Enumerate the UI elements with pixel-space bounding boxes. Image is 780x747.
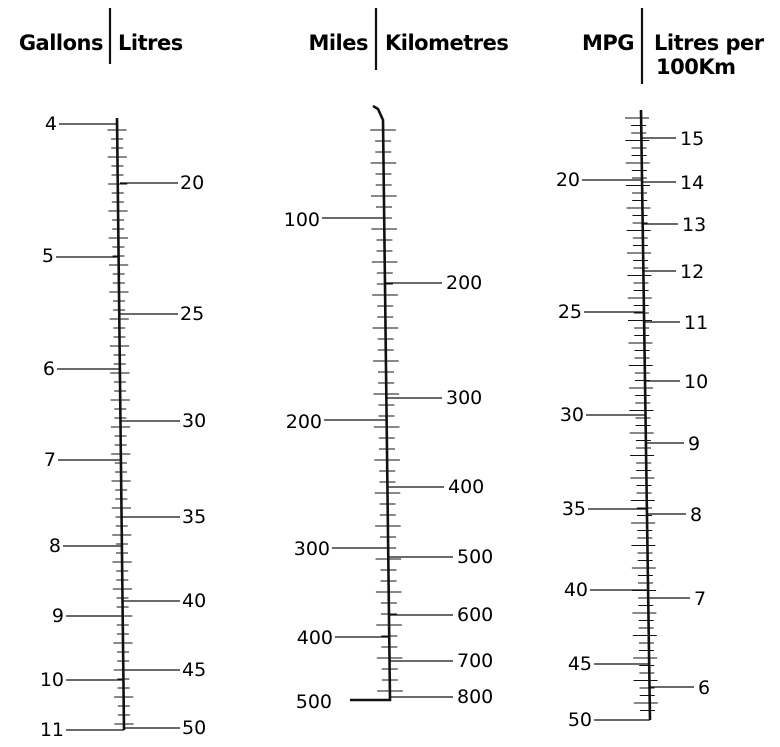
header-mpg: MPG — [582, 31, 634, 55]
kilometres-label: 500 — [457, 546, 493, 568]
gallons-label: 8 — [49, 535, 61, 557]
minor-ticks — [625, 117, 658, 711]
lp100km-label: 11 — [684, 312, 708, 334]
gallons-label: 5 — [42, 245, 54, 267]
litres-label: 25 — [180, 303, 204, 325]
mpg-label: 50 — [568, 709, 592, 731]
kilometres-label: 600 — [457, 604, 493, 626]
litres-label: 40 — [182, 590, 206, 612]
axis-line — [350, 104, 392, 702]
gallons-label: 10 — [40, 669, 64, 691]
mpg-label: 45 — [568, 653, 592, 675]
miles-label: 300 — [294, 538, 330, 560]
mpg-label: 30 — [560, 404, 584, 426]
kilometres-label: 200 — [446, 272, 482, 294]
kilometres-label: 300 — [446, 387, 482, 409]
lp100km-label: 10 — [684, 371, 708, 393]
header-gallons: Gallons — [19, 31, 103, 55]
lp100km-label: 9 — [688, 433, 700, 455]
miles-label: 500 — [296, 691, 332, 713]
gallons-litres-scale: Gallons Litres 4 5 6 7 8 9 10 11 20 25 3… — [19, 8, 206, 741]
mpg-label: 40 — [564, 579, 588, 601]
lp100km-label: 8 — [690, 504, 702, 526]
miles-label: 100 — [284, 209, 320, 231]
header-100km: 100Km — [656, 55, 736, 79]
litres-label: 45 — [182, 659, 206, 681]
litres-label: 20 — [180, 172, 204, 194]
mpg-label: 25 — [558, 301, 582, 323]
miles-label: 200 — [286, 411, 322, 433]
lp100km-label: 6 — [698, 677, 710, 699]
header-kilometres: Kilometres — [385, 31, 508, 55]
litres-label: 35 — [182, 506, 206, 528]
lp100km-label: 14 — [680, 172, 704, 194]
lp100km-label: 7 — [694, 588, 706, 610]
kilometres-label: 400 — [448, 476, 484, 498]
minor-ticks — [107, 129, 134, 725]
mpg-label: 35 — [562, 498, 586, 520]
litres-label: 30 — [182, 410, 206, 432]
lp100km-label: 13 — [682, 214, 706, 236]
mpg-label: 20 — [556, 169, 580, 191]
kilometres-label: 800 — [457, 686, 493, 708]
mpg-litres-per-100km-scale: MPG Litres per 100Km 20 25 30 35 40 45 5… — [556, 8, 765, 731]
header-litres-per: Litres per — [654, 31, 765, 55]
lp100km-label: 12 — [680, 261, 704, 283]
miles-kilometres-scale: Miles Kilometres 100 200 300 400 500 200… — [284, 8, 509, 713]
gallons-label: 4 — [45, 113, 57, 135]
gallons-label: 7 — [44, 449, 56, 471]
gallons-label: 11 — [40, 719, 64, 741]
gallons-label: 9 — [52, 605, 64, 627]
litres-label: 50 — [182, 717, 206, 739]
miles-label: 400 — [297, 627, 333, 649]
header-litres: Litres — [118, 31, 183, 55]
axis-line — [639, 109, 652, 721]
minor-ticks — [370, 129, 403, 692]
lp100km-label: 15 — [680, 128, 704, 150]
kilometres-label: 700 — [457, 650, 493, 672]
axis-line — [115, 117, 126, 731]
header-miles: Miles — [308, 31, 368, 55]
gallons-label: 6 — [43, 358, 55, 380]
